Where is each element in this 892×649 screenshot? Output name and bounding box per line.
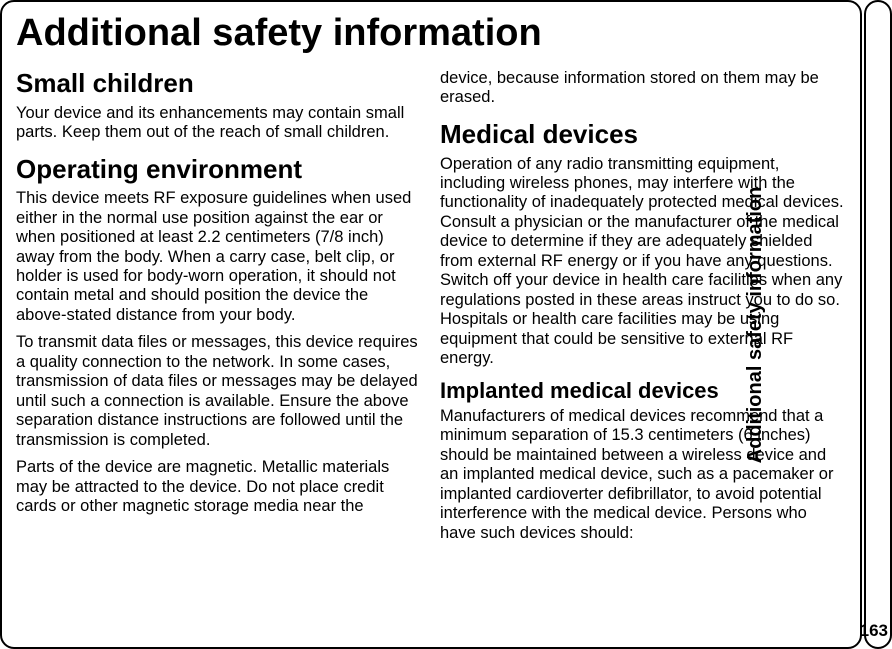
para-continuation: device, because information stored on th… bbox=[440, 69, 846, 108]
para-medical-devices: Operation of any radio transmitting equi… bbox=[440, 155, 846, 369]
para-small-children: Your device and its enhancements may con… bbox=[16, 104, 422, 143]
page-frame: Additional safety information Small chil… bbox=[0, 0, 862, 649]
para-operating-env-1: This device meets RF exposure guidelines… bbox=[16, 189, 422, 325]
page-title: Additional safety information bbox=[12, 12, 850, 55]
para-operating-env-2: To transmit data files or messages, this… bbox=[16, 333, 422, 450]
page-number: 163 bbox=[860, 621, 888, 641]
heading-implanted-devices: Implanted medical devices bbox=[440, 379, 846, 403]
side-tab: Additional safety information 163 bbox=[862, 0, 892, 649]
side-tab-frame bbox=[864, 0, 892, 649]
right-column: device, because information stored on th… bbox=[440, 69, 846, 551]
para-operating-env-3: Parts of the device are magnetic. Metall… bbox=[16, 458, 422, 516]
para-implanted-devices: Manufacturers of medical devices recomme… bbox=[440, 407, 846, 543]
side-label: Additional safety information bbox=[744, 186, 767, 463]
heading-small-children: Small children bbox=[16, 69, 422, 98]
heading-operating-env: Operating environment bbox=[16, 155, 422, 184]
left-column: Small children Your device and its enhan… bbox=[16, 69, 422, 551]
heading-medical-devices: Medical devices bbox=[440, 120, 846, 149]
content-columns: Small children Your device and its enhan… bbox=[12, 69, 850, 551]
